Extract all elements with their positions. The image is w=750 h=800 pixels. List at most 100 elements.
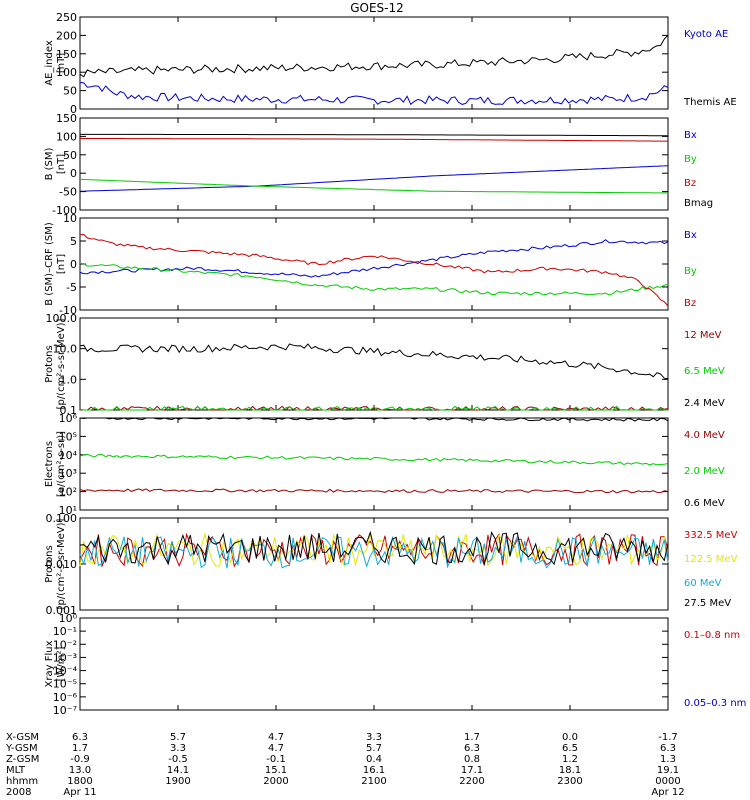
x-cell: 13.0 — [69, 765, 91, 776]
legend-entry: Bx — [684, 130, 697, 141]
y-tick-label: 10⁶ — [59, 412, 78, 425]
series-line-2 — [79, 34, 669, 78]
legend-entry: 0.1–0.8 nm — [684, 630, 740, 641]
x-cell: 1.7 — [72, 743, 88, 754]
x-cell: 1.3 — [660, 754, 676, 765]
series-line-1 — [79, 82, 669, 106]
y-axis-label: [nT] — [56, 254, 67, 274]
x-row-label: X-GSM — [6, 732, 39, 743]
series-line-1 — [80, 405, 669, 411]
x-cell: 3.3 — [366, 732, 382, 743]
y-tick-label: 150 — [56, 48, 77, 61]
y-axis-label: [e/(cm²-s-sr)] — [56, 431, 67, 497]
series-line-1 — [79, 165, 669, 192]
y-tick-label: 10⁴ — [59, 449, 78, 462]
legend-entry: Bx — [684, 230, 697, 241]
x-cell: 4.7 — [268, 743, 284, 754]
legend-entry: 122.5 MeV — [684, 554, 738, 565]
y-tick-label: 10.0 — [53, 343, 78, 356]
x-cell: 1900 — [165, 776, 190, 787]
legend-entry: 0.05–0.3 nm — [684, 698, 746, 709]
panel-frame — [79, 317, 669, 411]
y-tick-label: 10⁻⁵ — [53, 678, 77, 691]
y-tick-label: 10⁻⁴ — [53, 665, 78, 678]
x-cell: 1800 — [67, 776, 92, 787]
legend-entry: 4.0 MeV — [684, 430, 725, 441]
y-tick-label: 200 — [56, 29, 77, 42]
legend-entry: 2.0 MeV — [684, 466, 725, 477]
y-axis-label: Protons — [44, 545, 55, 582]
series-line-4 — [80, 133, 668, 137]
y-axis-label: B (SM) — [44, 147, 55, 180]
legend-entry: By — [684, 154, 697, 165]
panel-3: 10 5 0 -5 -10 B (SM)–CRF (SM) [nT] Bx By Bz — [44, 212, 697, 317]
x-cell: 0.0 — [562, 732, 578, 743]
x-cell: 16.1 — [363, 765, 385, 776]
y-tick-label: 10¹ — [59, 504, 77, 517]
y-tick-label: 10³ — [59, 467, 77, 480]
y-axis-label: [p/(cm²-s-sr-MeV)] — [56, 518, 67, 609]
panel-frame — [79, 117, 669, 211]
series-line-3 — [79, 343, 669, 380]
legend-entry: Bz — [684, 178, 696, 189]
y-axis-label: [nT] — [56, 53, 67, 73]
x-cell: 2300 — [557, 776, 582, 787]
legend-entry: 2.4 MeV — [684, 398, 725, 409]
y-axis-label: Electrons — [44, 441, 55, 487]
legend-entry: 27.5 MeV — [684, 598, 731, 609]
panel-5: 10⁶ 10⁵ 10⁴ 10³ 10² 10¹ Electrons [e/(cm²-s-sr)… — [44, 412, 725, 517]
legend-entry: Bmag — [684, 198, 713, 209]
series-line-2 — [79, 453, 669, 466]
panel-6: 0.100 0.010 0.001 Protons [p/(cm²-s-sr-MeV)]… — [44, 512, 738, 617]
x-cell: 2000 — [263, 776, 288, 787]
chart-title: GOES-12 — [350, 1, 404, 15]
x-cell: 19.1 — [657, 765, 679, 776]
y-tick-label: 10⁻³ — [53, 651, 77, 664]
y-tick-label: 10⁻⁷ — [53, 704, 77, 717]
legend-entry: Bz — [684, 298, 696, 309]
panel-frame — [79, 16, 669, 110]
y-axis-label: [W/m²] — [56, 646, 67, 681]
series-line-2 — [79, 405, 668, 411]
y-tick-label: 50 — [63, 149, 77, 162]
x-cell: 2200 — [459, 776, 484, 787]
series-line-3 — [79, 137, 669, 142]
y-axis-label: Protons — [44, 345, 55, 382]
panel-4: 100.0 10.0 1.0 0.1 Protons [p/(cm²-s-sr-MeV)]… — [44, 312, 725, 417]
panel-frame — [79, 217, 669, 311]
x-cell: 2100 — [361, 776, 386, 787]
x-cell: 17.1 — [461, 765, 483, 776]
series-line-1 — [79, 239, 669, 278]
panel-2: 150 100 50 0 -50 -100 B (SM) [nT] Bx By Bz Bmag — [44, 112, 713, 217]
y-tick-label: 0.100 — [46, 512, 78, 525]
y-tick-label: 10² — [59, 486, 77, 499]
y-axis-label: Xray Flux — [44, 640, 55, 687]
y-tick-label: 100.0 — [46, 312, 78, 325]
y-tick-label: -50 — [59, 186, 77, 199]
series-line-3 — [79, 417, 669, 422]
y-tick-label: 10⁻² — [53, 638, 77, 651]
series-line-4 — [79, 530, 669, 566]
x-cell: Apr 11 — [63, 787, 96, 798]
y-tick-label: 150 — [56, 112, 77, 125]
y-axis-label: [nT] — [56, 154, 67, 174]
x-row-label: 2008 — [6, 787, 31, 798]
y-tick-label: 0 — [70, 258, 77, 271]
y-tick-label: -10 — [59, 304, 77, 317]
panel-frame — [79, 617, 669, 711]
x-row-label: Z-GSM — [6, 754, 39, 765]
x-cell: 0000 — [655, 776, 680, 787]
series-line-1 — [79, 488, 669, 494]
legend-entry: 0.6 MeV — [684, 498, 725, 509]
y-tick-label: 1.0 — [60, 373, 78, 386]
x-cell: Apr 12 — [651, 787, 684, 798]
legend-entry: 60 MeV — [684, 578, 722, 589]
series-line-2 — [79, 262, 669, 296]
y-tick-label: -5 — [66, 281, 77, 294]
y-tick-label: 0 — [70, 167, 77, 180]
x-cell: 6.3 — [660, 743, 676, 754]
legend-entry: By — [684, 266, 697, 277]
x-cell: 4.7 — [268, 732, 284, 743]
